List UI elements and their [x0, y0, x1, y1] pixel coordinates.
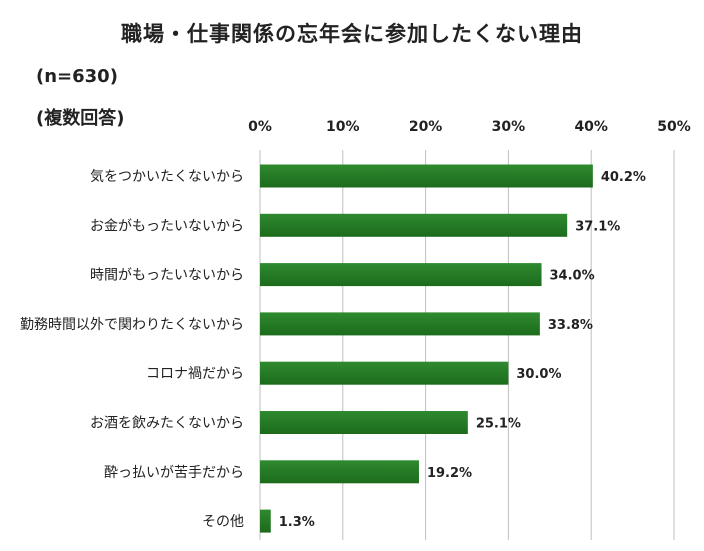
value-label-4: 30.0%	[516, 367, 561, 382]
x-tick-label-40: 40%	[574, 119, 608, 135]
bar-0	[260, 164, 593, 188]
bar-6	[260, 460, 419, 484]
category-label-1: お金がもったいないから	[90, 218, 244, 234]
value-label-3: 33.8%	[548, 318, 593, 333]
category-label-0: 気をつかいたくないから	[90, 169, 244, 185]
category-label-2: 時間がもったいないから	[90, 268, 244, 284]
bar-3	[260, 312, 540, 336]
x-tick-label-30: 30%	[492, 119, 526, 135]
chart-title: 職場・仕事関係の忘年会に参加したくない理由	[121, 22, 583, 46]
category-label-4: コロナ禍だから	[146, 366, 244, 382]
bar-4	[260, 361, 509, 385]
bar-1	[260, 213, 568, 237]
category-label-7: その他	[202, 514, 244, 530]
value-label-1: 37.1%	[575, 219, 620, 234]
x-tick-label-0: 0%	[248, 119, 272, 135]
x-tick-label-10: 10%	[326, 119, 360, 135]
category-label-6: 酔っ払いが苦手だから	[104, 465, 244, 481]
category-label-3: 勤務時間以外で関わりたくないから	[20, 317, 244, 333]
multiple-answer-note: (複数回答)	[36, 108, 125, 129]
bar-5	[260, 411, 468, 434]
bar-2	[260, 263, 542, 287]
value-label-5: 25.1%	[476, 417, 521, 432]
value-label-0: 40.2%	[601, 170, 646, 185]
value-label-7: 1.3%	[279, 515, 315, 530]
x-tick-label-50: 50%	[657, 119, 691, 135]
x-tick-label-20: 20%	[409, 119, 443, 135]
sample-size-label: (n=630)	[36, 66, 118, 87]
bar-7	[260, 509, 271, 533]
value-label-2: 34.0%	[550, 269, 595, 284]
value-label-6: 19.2%	[427, 466, 472, 481]
category-label-5: お酒を飲みたくないから	[90, 416, 244, 432]
